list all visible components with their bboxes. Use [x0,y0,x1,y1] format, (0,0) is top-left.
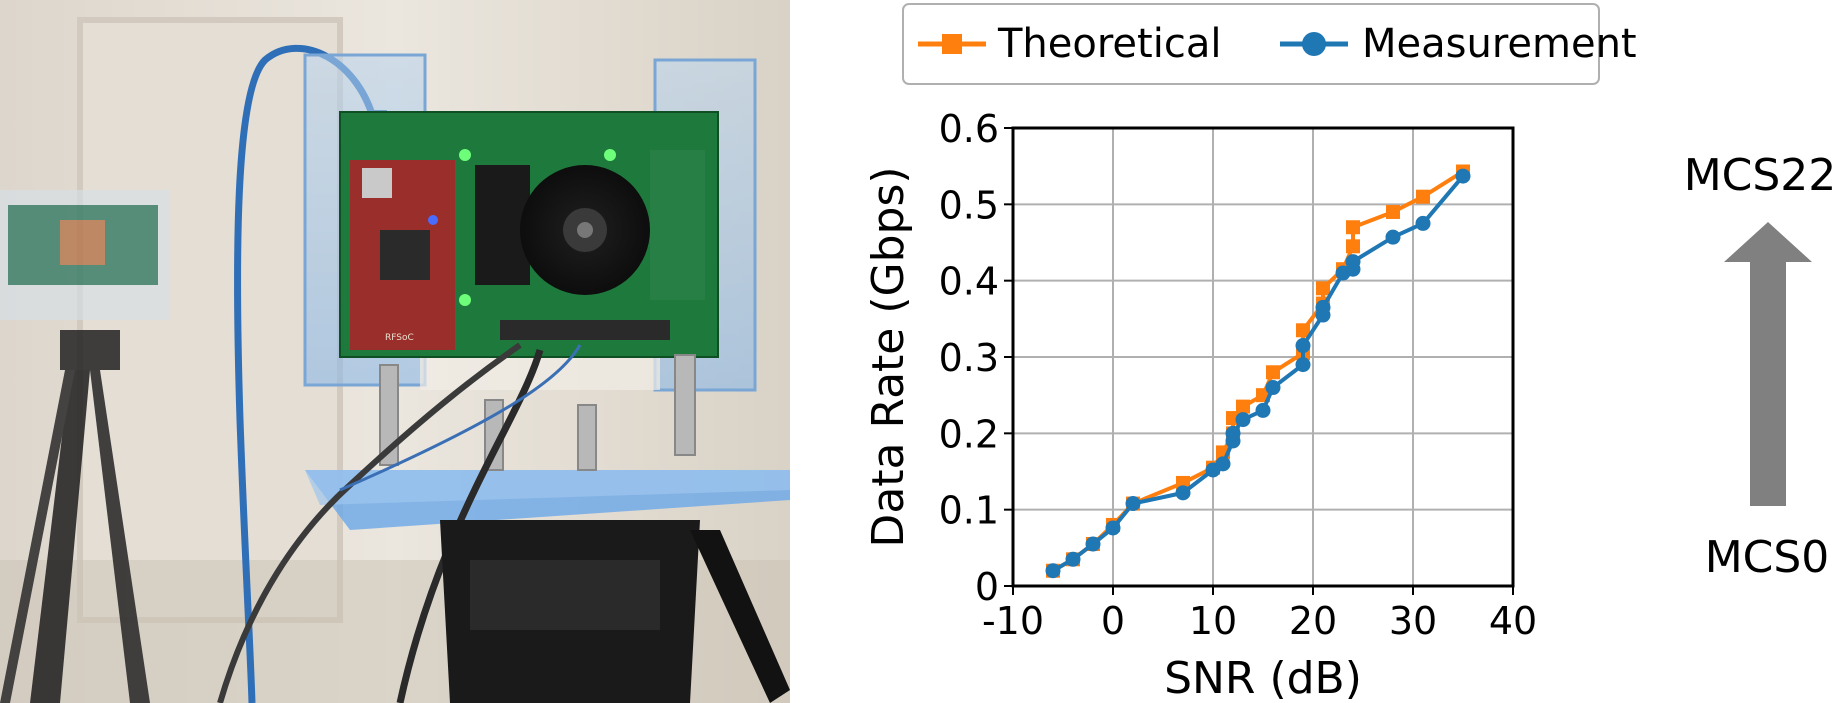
y-tick-label: 0.4 [939,260,999,304]
point-measurement [1215,456,1231,472]
grid-lines [1012,127,1514,587]
mcs-arrow-icon [1724,222,1812,506]
point-measurement [1345,254,1361,270]
mcs-top-label: MCS22 [1684,150,1837,201]
y-axis-label: Data Rate (Gbps) [863,166,914,547]
point-measurement [1315,299,1331,315]
status-led-4 [428,215,438,225]
legend: Theoretical Measurement [902,3,1637,85]
point-theoretical [1346,239,1360,254]
ethernet-cable [234,44,379,703]
point-measurement [1045,563,1061,579]
legend-item-measurement: Measurement [1280,21,1637,67]
legend-text-measurement: Measurement [1362,21,1637,67]
status-led-2 [604,149,616,161]
x-tick-label: 20 [1289,599,1337,643]
x-tick-label: 10 [1189,599,1237,643]
testbed-photo: RFSoC [0,0,790,703]
y-tick-label: 0.6 [939,107,999,151]
status-led-3 [459,294,471,306]
y-tick-label: 0.5 [939,183,999,227]
pcb-board: RFSoC [339,111,719,358]
point-measurement [1065,551,1081,567]
far-tripod [0,190,170,703]
mcs-bottom-label: MCS0 [1705,532,1830,583]
point-measurement [1385,229,1401,245]
point-measurement [1235,412,1251,428]
point-theoretical [1236,399,1250,414]
x-tick-label: 0 [1101,599,1125,643]
point-measurement [1265,380,1281,396]
rf-cable-3 [339,344,582,492]
series-line-measurement [1052,174,1465,573]
board-marking: RFSoC [385,333,414,343]
point-theoretical [1416,189,1430,204]
mcs-annotation: MCS22 MCS0 [1684,150,1837,583]
point-measurement [1415,215,1431,231]
point-measurement [1225,425,1241,441]
series-layer [1045,164,1471,579]
point-theoretical [1316,281,1330,296]
point-measurement [1295,338,1311,354]
point-measurement [1125,496,1141,512]
status-led-1 [459,149,471,161]
x-tick-label: 30 [1389,599,1437,643]
point-theoretical [1346,220,1360,235]
legend-item-theoretical: Theoretical [918,21,1221,67]
point-measurement [1455,168,1471,184]
point-measurement [1085,536,1101,552]
rf-cable-2 [396,349,544,703]
legend-text-theoretical: Theoretical [997,21,1221,67]
point-measurement [1175,485,1191,501]
point-theoretical [1266,365,1280,380]
legend-box [902,3,1600,85]
point-measurement [1105,520,1121,536]
y-tick-label: 0.2 [939,412,999,456]
tripod-head [440,520,790,703]
point-theoretical [1296,323,1310,338]
point-measurement [1295,357,1311,373]
point-theoretical [1386,204,1400,219]
y-tick-label: 0.3 [939,336,999,380]
point-measurement [1255,402,1271,418]
y-tick-label: 0.1 [939,489,999,533]
data-rate-chart: Theoretical Measurement -10 0 10 20 30 4000.1… [863,3,1837,703]
legend-marker-theoretical [942,34,962,54]
x-tick-label: 40 [1489,599,1537,643]
x-axis-label: SNR (dB) [1164,653,1362,703]
x-tick-label: -10 [982,599,1044,643]
legend-marker-measurement [1302,32,1326,56]
y-tick-label: 0 [975,565,999,609]
